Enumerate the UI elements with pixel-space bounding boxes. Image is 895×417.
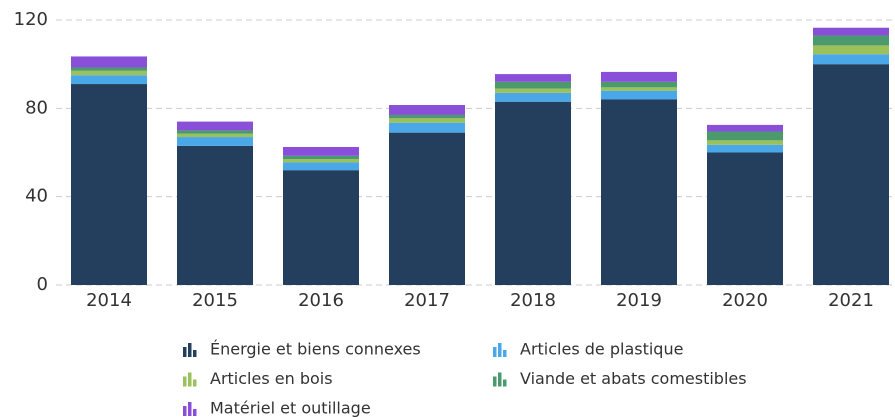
- bar-segment: [283, 162, 359, 171]
- bar-segment: [177, 121, 253, 131]
- bar-segment: [389, 105, 465, 115]
- bar-segment: [495, 81, 571, 89]
- bar-segment: [389, 118, 465, 123]
- bar-segment: [601, 71, 677, 82]
- y-tick-label: 40: [25, 186, 48, 207]
- legend-swatch: [193, 350, 197, 357]
- legend-label: Articles en bois: [210, 369, 333, 388]
- bar-segment: [707, 140, 783, 145]
- legend-swatch: [493, 376, 497, 387]
- x-tick-label: 2017: [404, 290, 450, 311]
- bar-segment: [177, 137, 253, 146]
- legend-swatch: [493, 347, 497, 357]
- legend-swatch: [188, 372, 192, 387]
- bar-segment: [601, 90, 677, 100]
- legend-label: Viande et abats comestibles: [520, 369, 747, 388]
- bar-segment: [495, 92, 571, 102]
- bar-segment: [813, 64, 889, 286]
- y-tick-label: 80: [25, 97, 48, 118]
- bar-segment: [389, 122, 465, 133]
- bar-segment: [177, 133, 253, 138]
- y-tick-label: 0: [37, 274, 48, 295]
- bar-segment: [283, 155, 359, 160]
- legend-swatch: [503, 379, 507, 387]
- x-tick-label: 2019: [616, 290, 662, 311]
- bar-segment: [283, 146, 359, 156]
- bar-segment: [601, 81, 677, 88]
- bar-segment: [813, 27, 889, 36]
- bar-segment: [71, 75, 147, 85]
- bar-segment: [707, 124, 783, 132]
- bar-segment: [813, 45, 889, 55]
- y-tick-label: 120: [14, 9, 48, 30]
- legend-swatch: [183, 347, 187, 357]
- bar-segment: [601, 99, 677, 285]
- bar-segment: [389, 114, 465, 119]
- legend-label: Énergie et biens connexes: [210, 340, 421, 359]
- legend-label: Matériel et outillage: [210, 399, 371, 417]
- x-tick-label: 2016: [298, 290, 344, 311]
- bar-segment: [707, 144, 783, 153]
- x-tick-label: 2015: [192, 290, 238, 311]
- bar-segment: [283, 159, 359, 163]
- bar-segment: [283, 170, 359, 285]
- legend-label: Articles de plastique: [520, 340, 683, 359]
- bar-segment: [71, 84, 147, 286]
- legend-swatch: [503, 350, 507, 357]
- bar-segment: [177, 130, 253, 134]
- bar-segment: [177, 145, 253, 285]
- x-tick-label: 2020: [722, 290, 768, 311]
- legend-swatch: [183, 406, 187, 416]
- legend-swatch: [188, 402, 192, 416]
- bar-segment: [707, 131, 783, 141]
- bar-segment: [813, 35, 889, 46]
- bar-segment: [495, 88, 571, 93]
- legend-swatch: [188, 343, 192, 357]
- bar-segment: [495, 101, 571, 285]
- legend-swatch: [183, 376, 187, 387]
- legend-swatch: [498, 372, 502, 387]
- bar-segment: [389, 132, 465, 285]
- bar-segment: [495, 74, 571, 82]
- bar-segment: [71, 70, 147, 76]
- legend-swatch: [193, 379, 197, 387]
- x-tick-label: 2018: [510, 290, 556, 311]
- bar-segment: [707, 152, 783, 285]
- legend-swatch: [498, 343, 502, 357]
- bar-segment: [71, 67, 147, 71]
- bar-segment: [813, 54, 889, 65]
- legend-swatch: [193, 409, 197, 416]
- x-tick-label: 2014: [86, 290, 132, 311]
- x-tick-label: 2021: [828, 290, 874, 311]
- bar-segment: [71, 56, 147, 68]
- bar-segment: [601, 87, 677, 91]
